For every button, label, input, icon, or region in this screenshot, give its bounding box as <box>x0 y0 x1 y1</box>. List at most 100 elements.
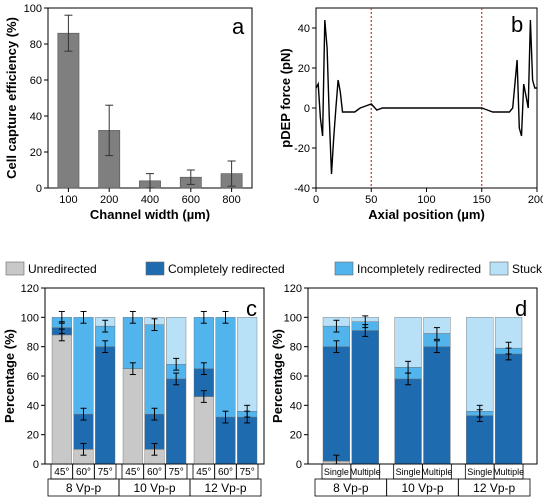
x-tick-label: 100 <box>59 194 77 206</box>
legend-swatch <box>334 261 354 276</box>
x-tick-label: 50 <box>365 194 377 206</box>
stack-segment <box>95 346 116 465</box>
group-cell <box>189 478 262 497</box>
category-label: 60° <box>76 467 91 478</box>
y-tick-label: 20 <box>290 430 302 442</box>
panel-letter: d <box>515 296 527 321</box>
stack-segment <box>423 346 451 465</box>
x-tick-label: 100 <box>417 194 435 206</box>
category-label: 75° <box>169 467 184 478</box>
stack-segment <box>193 317 214 369</box>
group-label: 8 Vp-p <box>333 481 369 495</box>
stack-segment <box>215 416 236 465</box>
y-tick-label: 60 <box>30 75 42 87</box>
x-tick-label: 150 <box>473 194 491 206</box>
group-label: 10 Vp-p <box>401 481 443 495</box>
x-tick-label: 200 <box>528 194 543 206</box>
category-label: 75° <box>98 467 113 478</box>
panel-a-bar-chart: 0 20 40 60 80 100 100 200 400 600 800 Channel width… <box>4 3 253 222</box>
y-tick-label: 20 <box>298 63 310 75</box>
y-tick-label: 80 <box>30 39 42 51</box>
legend-swatch <box>145 261 165 276</box>
y-tick-label: 40 <box>27 400 39 412</box>
force-series-line <box>315 19 537 175</box>
y-axis-label: Percentage (%) <box>270 329 285 423</box>
category-label: Multiple <box>493 467 524 477</box>
y-tick-label: 40 <box>298 23 310 35</box>
category-label: 45° <box>196 467 211 478</box>
x-axis-label: Axial position (µm) <box>368 207 485 222</box>
y-axis-label: Cell capture efficiency (%) <box>4 17 19 179</box>
group-label: 8 Vp-p <box>66 481 102 495</box>
y-tick-label: -20 <box>294 143 310 155</box>
y-tick-label: 20 <box>30 147 42 159</box>
y-tick-label: 0 <box>36 183 42 195</box>
group-label: 12 Vp-p <box>473 481 515 495</box>
stack-segment <box>193 396 214 465</box>
group-label: 12 Vp-p <box>204 481 246 495</box>
panel-c-stacked-bar-chart: 0 20 40 60 80 100 120 45° 60° 75° 45° 60° 75° 45° 60° 7… <box>2 283 265 497</box>
x-tick-label: 800 <box>222 194 240 206</box>
y-tick-label: 80 <box>27 342 39 354</box>
y-tick-label: 80 <box>290 342 302 354</box>
stack-segment <box>122 368 143 465</box>
y-tick-label: 100 <box>21 312 39 324</box>
stack-segment <box>494 353 523 465</box>
y-tick-label: 0 <box>33 459 39 471</box>
group-cell <box>457 478 531 497</box>
category-label: Multiple <box>350 467 381 477</box>
stack-segment <box>166 317 187 365</box>
stack-segment <box>394 317 422 368</box>
stack-segment <box>237 317 258 412</box>
group-label: 10 Vp-p <box>133 481 175 495</box>
legend: Unredirected Completely redirected Incompl… <box>5 261 543 276</box>
panel-b-line-chart: -40 -20 0 20 40 0 50 100 150 200 Axial position (µ… <box>278 7 543 222</box>
legend-swatch <box>5 261 25 276</box>
stack-segment <box>394 378 422 465</box>
x-tick-label: 400 <box>141 194 159 206</box>
y-tick-label: 120 <box>284 283 302 295</box>
y-tick-label: 20 <box>27 430 39 442</box>
panel-letter: a <box>232 14 245 39</box>
y-axis-label: Percentage (%) <box>2 329 17 423</box>
category-label: 45° <box>54 467 69 478</box>
legend-swatch <box>489 261 509 276</box>
y-tick-label: 0 <box>296 459 302 471</box>
plot-frame <box>315 7 538 189</box>
y-tick-label: -40 <box>294 183 310 195</box>
category-label: Single <box>324 467 349 477</box>
panel-letter: b <box>511 12 523 37</box>
bar <box>57 32 80 189</box>
y-axis-label: pDEP force (pN) <box>278 48 293 147</box>
y-tick-label: 100 <box>284 312 302 324</box>
legend-label: Incompletely redirected <box>357 262 481 276</box>
stack-segment <box>466 317 494 412</box>
x-axis-label: Channel width (µm) <box>90 207 210 222</box>
y-tick-label: 40 <box>290 400 302 412</box>
category-label: 60° <box>147 467 162 478</box>
category-label: Single <box>467 467 492 477</box>
stack-segment <box>237 416 258 465</box>
x-tick-label: 600 <box>182 194 200 206</box>
category-label: Multiple <box>421 467 452 477</box>
stack-segment <box>166 378 187 465</box>
stack-segment <box>466 415 494 465</box>
stack-segment <box>322 346 351 462</box>
legend-label: Stuck <box>512 262 543 276</box>
category-label: 60° <box>218 467 233 478</box>
x-tick-label: 200 <box>100 194 118 206</box>
panel-letter: c <box>246 296 257 321</box>
legend-label: Unredirected <box>28 262 97 276</box>
stack-segment <box>215 317 236 418</box>
stack-segment <box>51 334 72 465</box>
stack-segment <box>73 317 94 415</box>
stack-segment <box>122 317 143 369</box>
x-tick-label: 0 <box>313 194 319 206</box>
y-tick-label: 0 <box>304 103 310 115</box>
y-tick-label: 40 <box>30 111 42 123</box>
category-label: 75° <box>240 467 255 478</box>
category-label: 45° <box>125 467 140 478</box>
category-label: Single <box>396 467 421 477</box>
